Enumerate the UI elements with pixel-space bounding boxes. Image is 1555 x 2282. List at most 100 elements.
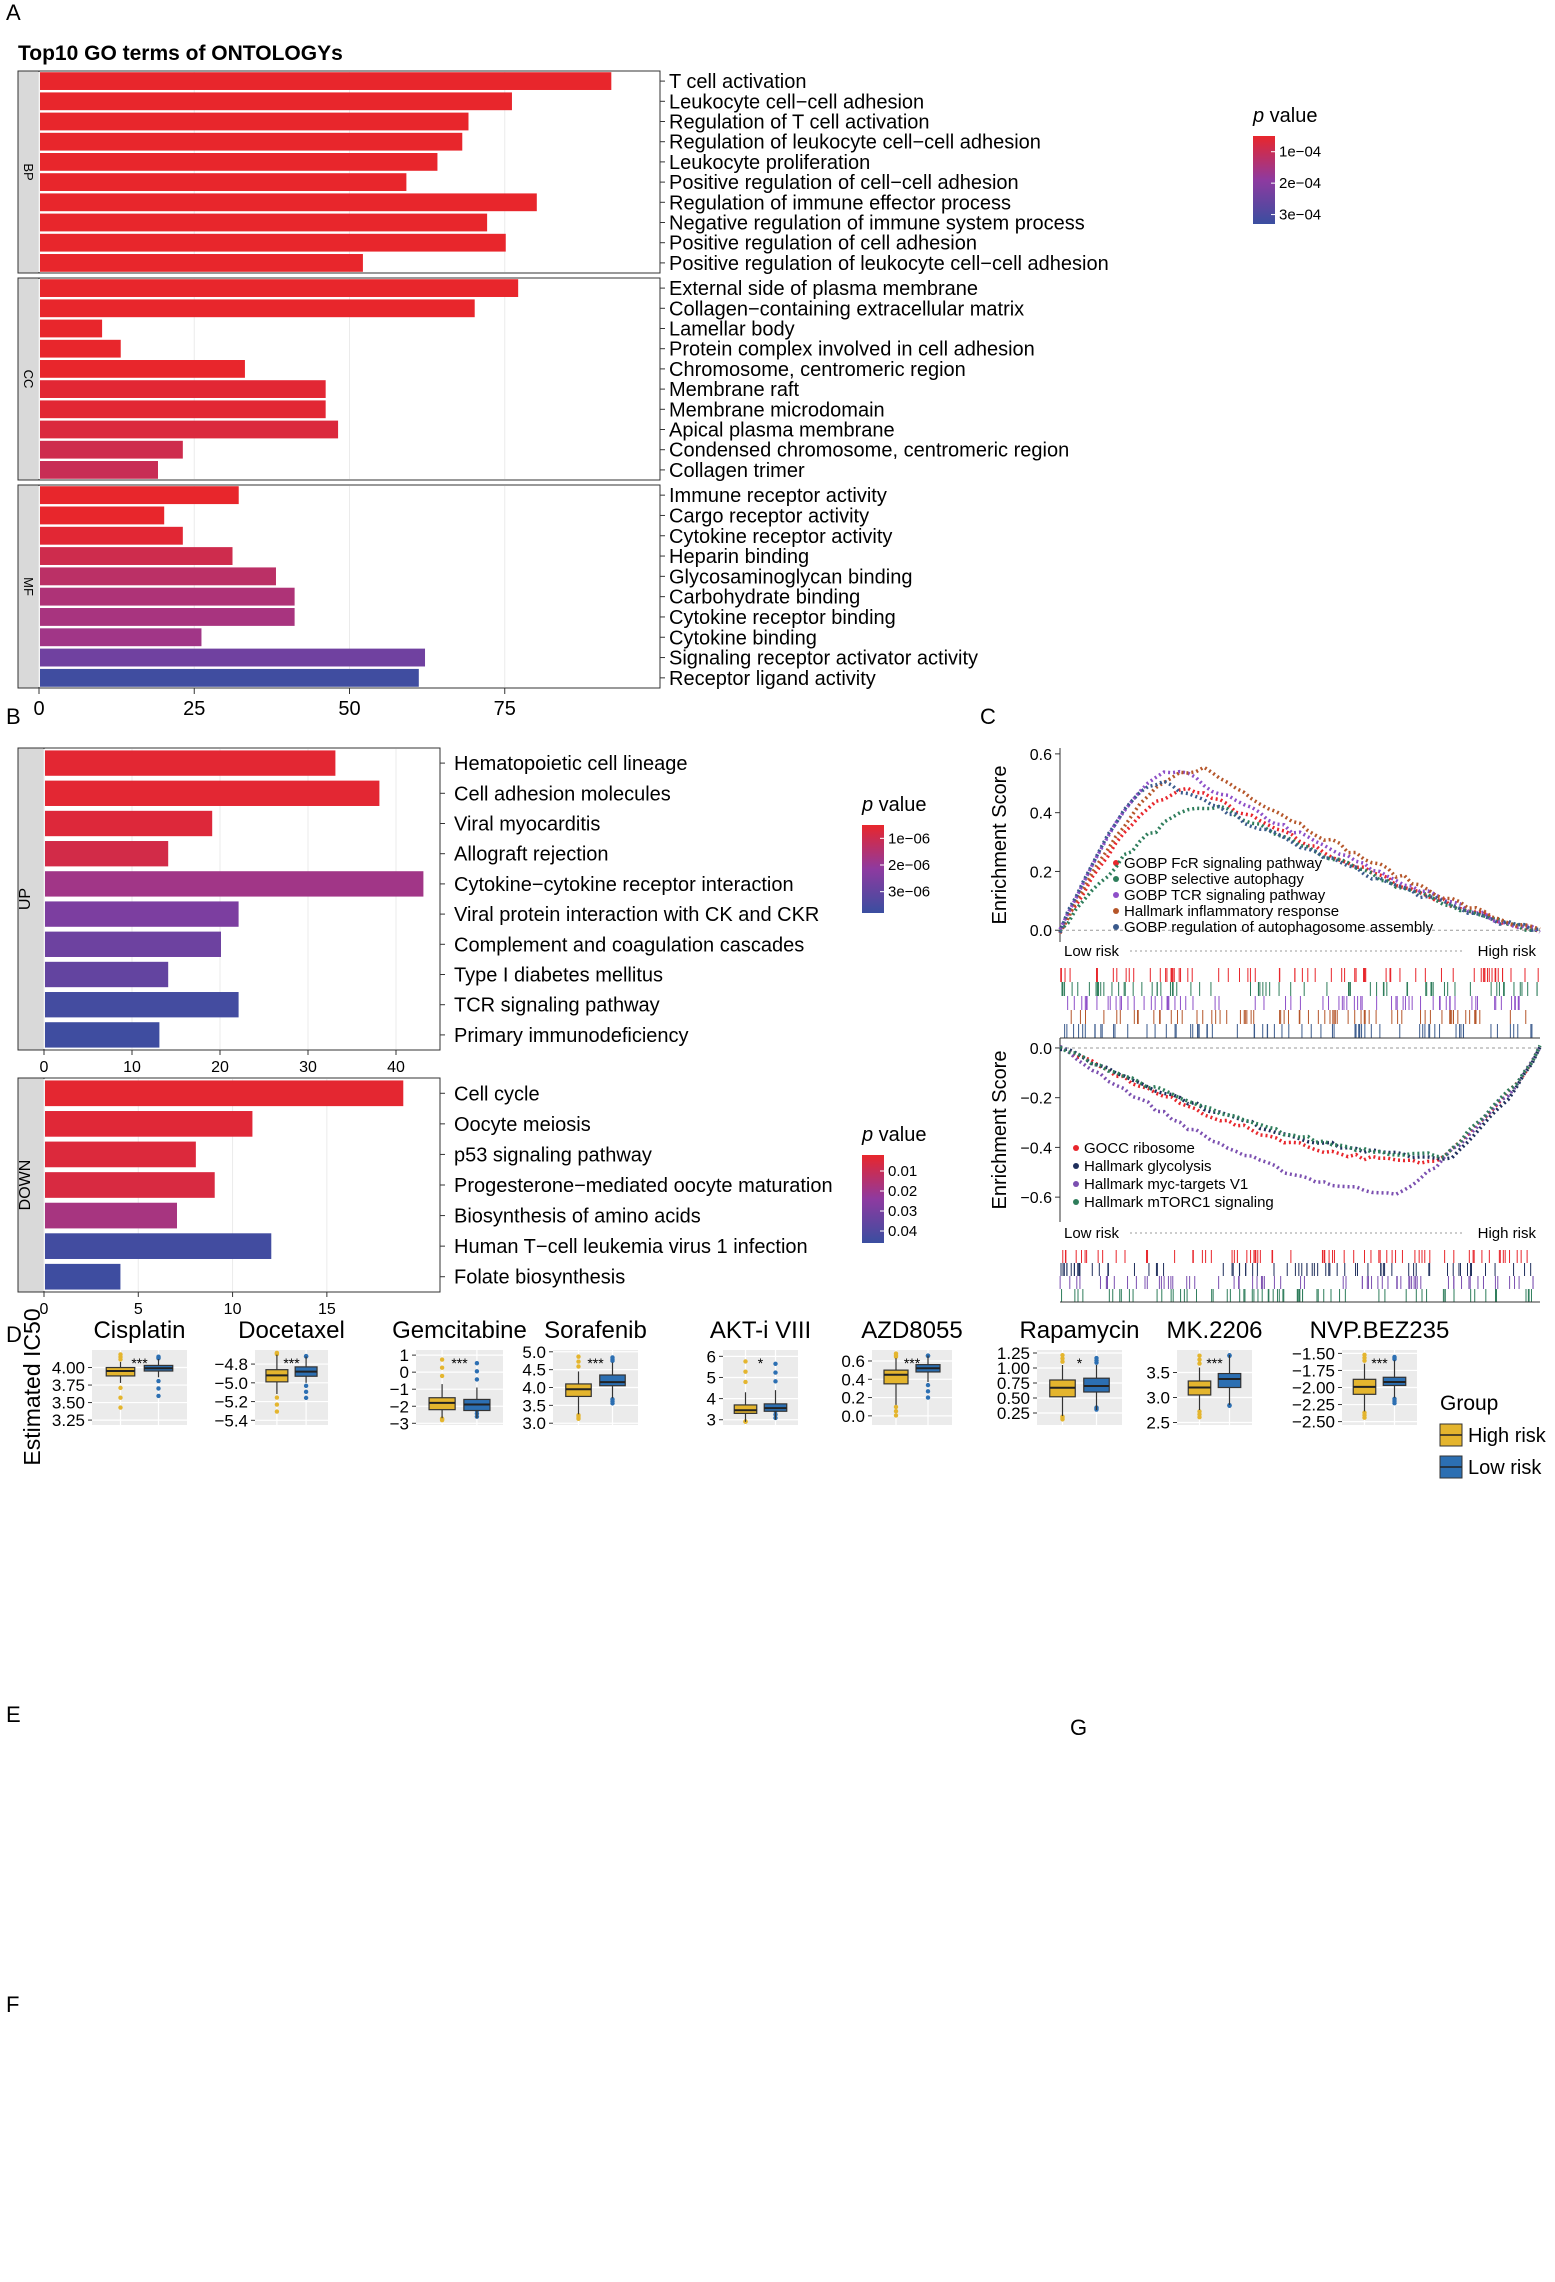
kegg-pathways-chart: UP Hematopoietic cell lineage Cell adhesio… [17, 747, 930, 1318]
ic50-cisplatin-low-outlier-0 [156, 1378, 161, 1384]
kegg-down-bar-progesterone-mediated-oocyte-maturation [45, 1172, 215, 1198]
kegg-up-term-label-hematopoietic-cell-lineage: Hematopoietic cell lineage [454, 753, 687, 775]
ic50-docetaxel-plot-area [255, 1350, 328, 1425]
kegg-up-bar-cytokine-cytokine-receptor-interaction [45, 871, 424, 897]
go-xtick-label-2: 50 [338, 698, 360, 720]
ic50-cisplatin-ytick-label-3: 4.00 [52, 1359, 85, 1378]
ic50-mk-2206-significance: *** [1206, 1355, 1223, 1371]
gsea-plot-2-ytick-label-1: −0.2 [1020, 1091, 1052, 1108]
kegg-down-legend-label-3: 0.04 [888, 1223, 917, 1240]
ic50-docetaxel-high-outlier-0 [274, 1395, 280, 1400]
go-bp-term-label-t-cell-activation: T cell activation [669, 71, 806, 93]
go-cc-bar-condensed-chromosome-centromeric-region [40, 440, 183, 459]
ic50-gemcitabine-high-outlier-4 [439, 1417, 445, 1423]
ic50-docetaxel-high-outlier-5 [274, 1350, 280, 1356]
ic50-rapamycin-high-outlier-1 [1060, 1359, 1065, 1364]
gsea-plot-1-curve-gobp-tcr-signaling-pathway [1058, 769, 1542, 934]
gsea-plot-2-legend-label-hallmark-myc-targets-v1: Hallmark myc-targets V1 [1084, 1176, 1248, 1193]
gsea-plot-1-legend-dot-gobp-fcr-signaling-pathway [1113, 860, 1119, 866]
gsea-plot-1-curve-gobp-regulation-of-autophagosome-assembly [1058, 779, 1541, 934]
kegg-down-bar-oocyte-meiosis [45, 1111, 253, 1137]
ic50-azd8055-high-box [883, 1369, 909, 1385]
go-bp-bar-leukocyte-cell-cell-adhesion [40, 92, 512, 111]
go-cc-term-label-protein-complex-involved-in-cell-adhesion: Protein complex involved in cell adhesio… [669, 339, 1035, 361]
ic50-azd8055-low-outlier-0 [925, 1382, 931, 1388]
ic50-legend-title: Group [1440, 1392, 1498, 1415]
kegg-down-term-label-folate-biosynthesis: Folate biosynthesis [454, 1267, 625, 1289]
panel-label-E: E [6, 1702, 21, 1727]
kegg-up-xtick-label-4: 40 [387, 1059, 405, 1076]
go-legend-label-1: 2e−04 [1279, 175, 1321, 192]
ic50-cisplatin-ytick-label-1: 3.50 [52, 1394, 85, 1413]
ic50-mk-2206-high-outlier-1 [1197, 1361, 1202, 1366]
ic50-gemcitabine-high-outlier-1 [439, 1373, 445, 1379]
gsea-plot-1-legend-label-hallmark-inflammatory-response: Hallmark inflammatory response [1124, 903, 1339, 920]
go-mf-term-label-heparin-binding: Heparin binding [669, 546, 809, 568]
go-bp-term-label-positive-regulation-of-cell-cell-adhesion: Positive regulation of cell−cell adhesio… [669, 172, 1019, 194]
kegg-up-legend-label-1: 2e−06 [888, 857, 930, 874]
go-cc-term-label-collagen-containing-extracellular-matrix: Collagen−containing extracellular matrix [669, 298, 1024, 320]
ic50-akt-i-viii-ytick-label-2: 5 [707, 1368, 716, 1387]
ic50-rapamycin-ytick-label-0: 0.25 [997, 1404, 1030, 1423]
ic50-nvp-bez235-low-outlier-4 [1392, 1401, 1397, 1406]
ic50-akt-i-viii-ytick-label-0: 3 [707, 1411, 716, 1430]
go-bp-term-label-leukocyte-cell-cell-adhesion: Leukocyte cell−cell adhesion [669, 91, 924, 113]
go-cc-term-label-lamellar-body: Lamellar body [669, 319, 795, 341]
go-cc-term-label-apical-plasma-membrane: Apical plasma membrane [669, 420, 895, 442]
ic50-mk-2206-ytick-label-0: 2.5 [1146, 1414, 1170, 1433]
ic50-gemcitabine-ytick-label-4: 1 [400, 1346, 409, 1365]
ic50-sorafenib-significance: *** [587, 1355, 604, 1371]
ic50-rapamycin-high-outlier-5 [1060, 1352, 1065, 1358]
ic50-cisplatin-title: Cisplatin [93, 1317, 185, 1344]
go-bp-term-label-regulation-of-t-cell-activation: Regulation of T cell activation [669, 112, 930, 134]
kegg-down-strip-label: DOWN [17, 1160, 34, 1211]
panel-label-B: B [6, 704, 21, 729]
ic50-sorafenib-ytick-label-3: 4.5 [522, 1361, 546, 1380]
gsea-plot-1-ytick-label-3: 0.6 [1030, 747, 1052, 764]
kegg-up-xtick-label-0: 0 [40, 1059, 49, 1076]
panel-a-title: Top10 GO terms of ONTOLOGYs [18, 42, 343, 65]
ic50-cisplatin-high-outlier-4 [118, 1405, 123, 1410]
gsea-plot-1-low-risk-label: Low risk [1064, 943, 1120, 960]
kegg-up-term-label-primary-immunodeficiency: Primary immunodeficiency [454, 1025, 689, 1047]
go-legend-title: p value [1252, 105, 1318, 127]
kegg-down-legend-title: p value [861, 1124, 927, 1146]
ic50-gemcitabine-title: Gemcitabine [392, 1317, 527, 1344]
kegg-up-bar-tcr-signaling-pathway [45, 992, 239, 1018]
ic50-gemcitabine-plot-area [416, 1350, 503, 1425]
ic50-akt-i-viii-high-outlier-3 [743, 1369, 748, 1374]
kegg-up-term-label-tcr-signaling-pathway: TCR signaling pathway [454, 995, 660, 1017]
ic50-azd8055-title: AZD8055 [861, 1317, 962, 1344]
go-legend-label-2: 3e−04 [1279, 207, 1321, 224]
gsea-plot-1-legend-label-gobp-regulation-of-autophagosome-assembly: GOBP regulation of autophagosome assembl… [1124, 919, 1434, 936]
ic50-rapamycin-high-outlier-3 [1060, 1356, 1065, 1361]
gsea-plot-2-legend-label-hallmark-mtorc1-signaling: Hallmark mTORC1 signaling [1084, 1194, 1274, 1211]
go-mf-term-label-cytokine-receptor-binding: Cytokine receptor binding [669, 607, 896, 629]
go-xtick-label-1: 25 [183, 698, 205, 720]
ic50-cisplatin-ytick-label-2: 3.75 [52, 1376, 85, 1395]
go-cc-term-label-external-side-of-plasma-membrane: External side of plasma membrane [669, 278, 978, 300]
kegg-up-bar-viral-protein-interaction-with-ck-and-ckr [45, 901, 239, 927]
go-bp-bar-positive-regulation-of-cell-cell-adhesion [40, 173, 407, 191]
kegg-up-xtick-label-3: 30 [299, 1059, 317, 1076]
ic50-rapamycin-low-outlier-5 [1094, 1355, 1099, 1361]
ic50-rapamycin-ytick-label-3: 1.00 [997, 1359, 1030, 1378]
go-bp-bar-t-cell-activation [40, 72, 612, 90]
kegg-down-xtick-label-2: 10 [224, 1301, 242, 1318]
kegg-down-xtick-label-1: 5 [134, 1301, 143, 1318]
kegg-up-term-label-allograft-rejection: Allograft rejection [454, 844, 609, 866]
gsea-plot-2-curve-hallmark-glycolysis [1059, 1046, 1542, 1161]
ic50-azd8055-ytick-label-3: 0.6 [841, 1352, 865, 1371]
gsea-plot-1-legend-dot-hallmark-inflammatory-response [1113, 908, 1119, 914]
ic50-gemcitabine-low-outlier-3 [474, 1369, 480, 1374]
go-bp-term-label-negative-regulation-of-immune-system-process: Negative regulation of immune system pro… [669, 213, 1085, 235]
ic50-nvp-bez235-significance: *** [1371, 1355, 1388, 1371]
kegg-up-legend-label-2: 3e−06 [888, 884, 930, 901]
kegg-up-bar-cell-adhesion-molecules [45, 780, 380, 806]
gsea-plot-2-ylabel: Enrichment Score [989, 1051, 1011, 1210]
ic50-docetaxel-low-outlier-4 [303, 1395, 309, 1401]
go-mf-bar-immune-receptor-activity [40, 486, 239, 505]
go-cc-term-label-membrane-raft: Membrane raft [669, 379, 799, 401]
ic50-docetaxel-ytick-label-1: −5.2 [214, 1393, 248, 1412]
kegg-down-strip [17, 1077, 45, 1293]
